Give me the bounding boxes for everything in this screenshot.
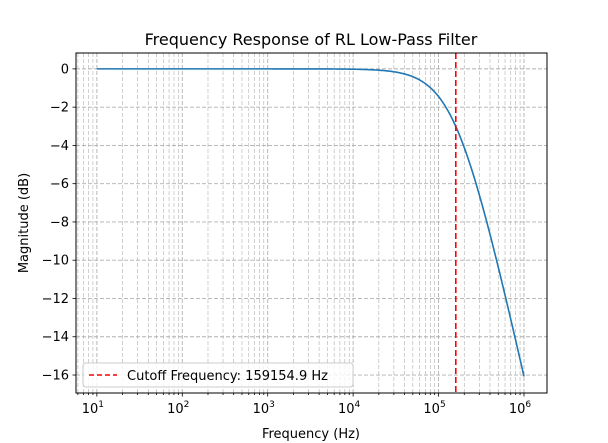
x-tick-label: 102 — [167, 400, 189, 417]
y-tick-label: −6 — [50, 177, 69, 192]
grid — [76, 53, 547, 393]
axes-frame — [75, 52, 548, 394]
y-tick-label: 0 — [61, 62, 69, 77]
y-tick-label: −12 — [42, 292, 69, 307]
y-tick-label: −2 — [50, 101, 69, 116]
x-tick-label: 105 — [423, 400, 445, 417]
x-tick-label: 101 — [82, 400, 104, 417]
x-tick-label: 103 — [253, 400, 275, 417]
y-tick-label: −14 — [42, 330, 69, 345]
legend: Cutoff Frequency: 159154.9 Hz — [82, 362, 354, 388]
chart-title: Frequency Response of RL Low-Pass Filter — [145, 30, 478, 49]
y-tick-label: −4 — [50, 139, 69, 154]
plot-area — [96, 53, 525, 393]
y-axis-label: Magnitude (dB) — [17, 173, 32, 273]
x-tick-label: 104 — [338, 400, 361, 417]
x-axis-label: Frequency (Hz) — [262, 427, 360, 442]
x-tick-label: 106 — [509, 400, 532, 417]
y-tick-label: −8 — [50, 215, 69, 230]
y-tick-label: −16 — [42, 369, 69, 384]
ticks: 101 102 103 104 105 106 0 −2 −4 −6 −8 −10 −12 −14 −16 — [42, 62, 532, 417]
y-tick-label: −10 — [42, 254, 69, 269]
magnitude-line — [96, 68, 525, 377]
legend-label-cutoff: Cutoff Frequency: 159154.9 Hz — [127, 369, 328, 384]
